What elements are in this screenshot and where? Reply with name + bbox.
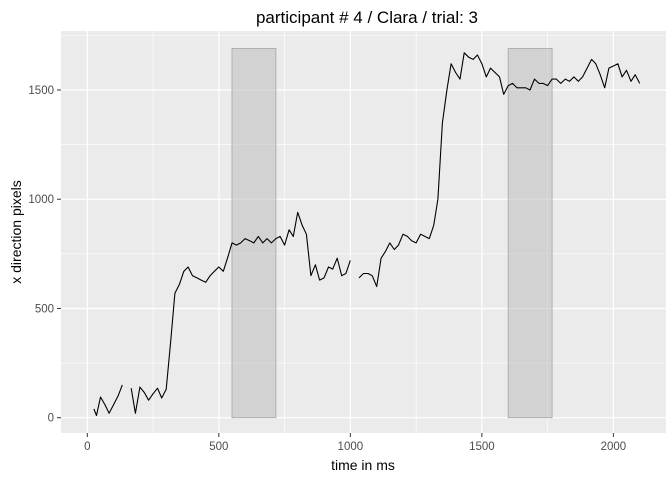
series-line-segment: [93, 384, 123, 417]
y-axis-title: x direction pixels: [8, 180, 24, 284]
y-tick-label: 0: [48, 413, 54, 425]
major-grid: [61, 31, 666, 433]
shaded-region: [231, 48, 277, 419]
y-tick-label: 500: [35, 303, 54, 315]
shaded-regions: [231, 48, 553, 419]
x-tick-label: 1500: [469, 441, 495, 453]
y-axis-ticks: 0 500 1000 1500: [28, 85, 61, 425]
data-series: [93, 52, 641, 417]
x-axis-ticks: 0 500 1000 1500 2000: [84, 433, 626, 453]
series-line-segment: [130, 211, 351, 414]
shaded-region: [507, 48, 553, 419]
chart-title: participant # 4 / Clara / trial: 3: [256, 8, 478, 27]
x-axis-title: time in ms: [331, 457, 395, 473]
x-tick-label: 500: [209, 441, 228, 453]
series-line-segment: [358, 52, 641, 288]
y-tick-label: 1500: [28, 85, 54, 97]
y-tick-label: 1000: [28, 194, 54, 206]
x-tick-label: 1000: [338, 441, 364, 453]
plot-panel: [61, 31, 666, 433]
x-tick-label: 0: [84, 441, 90, 453]
x-tick-label: 2000: [601, 441, 627, 453]
